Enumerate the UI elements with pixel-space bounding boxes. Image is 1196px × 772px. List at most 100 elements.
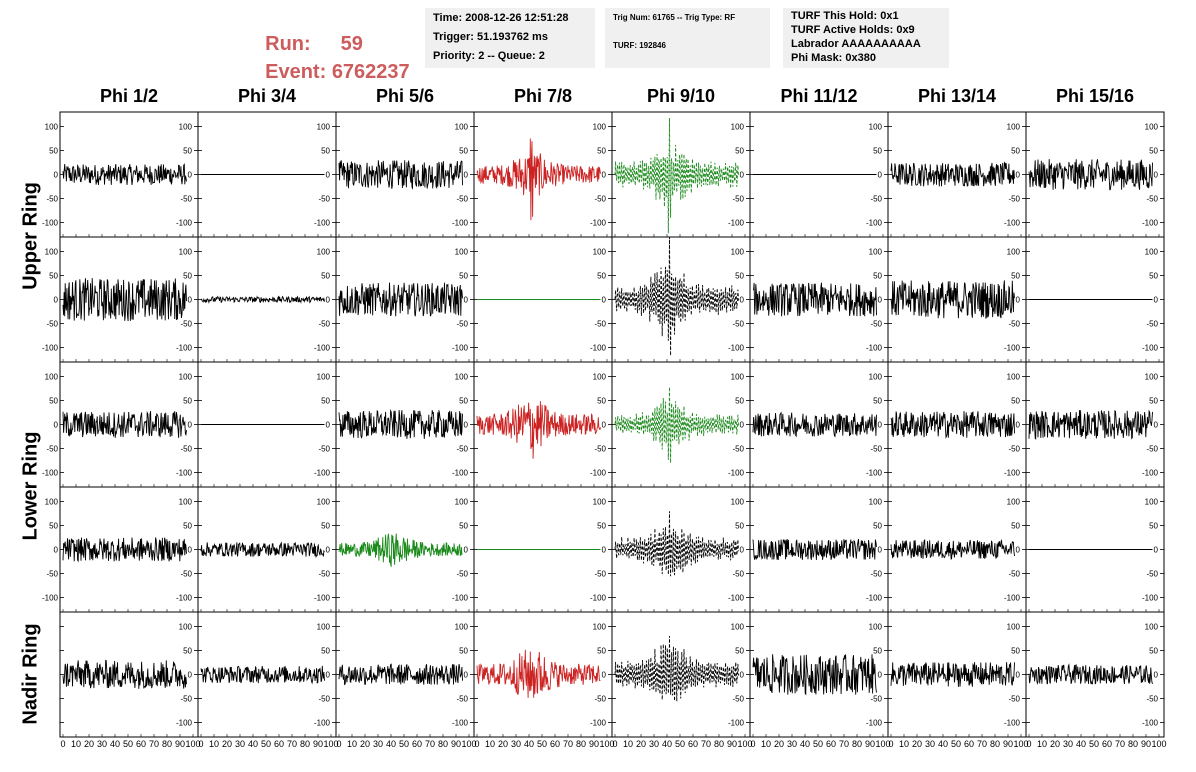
xtick-label-c3-100: 100 bbox=[599, 739, 614, 749]
waveform-trace-r4-c7 bbox=[1028, 663, 1153, 686]
ytick-label-r2-c0--50: -50 bbox=[180, 445, 192, 454]
ytick-label-r4-c1-50: 50 bbox=[321, 646, 330, 655]
ytick-label-r3-c3--50: -50 bbox=[594, 570, 606, 579]
xtick-label-c2-50: 50 bbox=[399, 739, 409, 749]
waveform-trace-r1-c6 bbox=[890, 280, 1015, 319]
ytick-label-r0-c6--100: -100 bbox=[1004, 219, 1021, 228]
xtick-label-c1-80: 80 bbox=[300, 739, 310, 749]
ytick-label-r0-c2-50: 50 bbox=[459, 146, 468, 155]
ytick-label-r4-c1--50: -50 bbox=[318, 695, 330, 704]
ytick-label-r1-c7-100: 100 bbox=[1145, 247, 1159, 256]
xtick-label-c4-40: 40 bbox=[662, 739, 672, 749]
ytick-label-r4-c0--100: -100 bbox=[176, 719, 193, 728]
ytick-label-r2-c7-50: 50 bbox=[1149, 396, 1158, 405]
run-label: Run: 59 bbox=[254, 10, 363, 56]
ytick-label-r0-c2-100: 100 bbox=[455, 122, 469, 131]
xtick-label-c4-50: 50 bbox=[675, 739, 685, 749]
ytick-label-r3-c6-100: 100 bbox=[1007, 497, 1021, 506]
event-label: Event: 6762237 bbox=[254, 38, 410, 84]
xtick-label-c3-50: 50 bbox=[537, 739, 547, 749]
ytick-label-left-r0-100: 100 bbox=[45, 122, 59, 131]
ytick-label-r1-c0-100: 100 bbox=[179, 247, 193, 256]
ytick-label-r0-c6-100: 100 bbox=[1007, 122, 1021, 131]
waveform-trace-r2-c7 bbox=[1028, 409, 1153, 440]
ytick-label-r4-c6--100: -100 bbox=[1004, 719, 1021, 728]
ytick-label-r0-c7--50: -50 bbox=[1146, 195, 1158, 204]
waveform-trace-r4-c0 bbox=[62, 659, 187, 689]
xtick-label-c0-10: 10 bbox=[71, 739, 81, 749]
ytick-label-r2-c1-0: 0 bbox=[326, 421, 331, 430]
ytick-label-r2-c7--50: -50 bbox=[1146, 445, 1158, 454]
waveform-trace-r3-c2 bbox=[338, 533, 463, 567]
ytick-label-r1-c5-50: 50 bbox=[873, 271, 882, 280]
waveform-trace-r4-c3 bbox=[476, 649, 601, 698]
xtick-label-c4-10: 10 bbox=[623, 739, 633, 749]
ytick-label-r4-c3-0: 0 bbox=[602, 671, 607, 680]
ytick-label-r2-c2-100: 100 bbox=[455, 372, 469, 381]
xtick-label-c0-0: 0 bbox=[60, 739, 65, 749]
ytick-label-r2-c1-50: 50 bbox=[321, 396, 330, 405]
xtick-label-c0-60: 60 bbox=[136, 739, 146, 749]
xtick-label-c7-10: 10 bbox=[1037, 739, 1047, 749]
ytick-label-r3-c7-0: 0 bbox=[1154, 546, 1159, 555]
ytick-label-r2-c5--100: -100 bbox=[866, 469, 883, 478]
xtick-label-c7-0: 0 bbox=[1026, 739, 1031, 749]
ytick-label-r0-c7-100: 100 bbox=[1145, 122, 1159, 131]
turf-active-holds: TURF Active Holds: 0x9 bbox=[791, 24, 915, 36]
xtick-label-c0-70: 70 bbox=[149, 739, 159, 749]
ytick-label-r3-c5--100: -100 bbox=[866, 594, 883, 603]
trig-num: Trig Num: 61765 -- Trig Type: RF bbox=[613, 13, 736, 22]
ytick-label-r1-c6--50: -50 bbox=[1008, 320, 1020, 329]
ytick-label-r3-c6--100: -100 bbox=[1004, 594, 1021, 603]
ytick-label-r4-c1-0: 0 bbox=[326, 671, 331, 680]
ytick-label-r4-c6-0: 0 bbox=[1016, 671, 1021, 680]
waveform-trace-r0-c7 bbox=[1028, 159, 1153, 191]
ytick-label-r3-c1--50: -50 bbox=[318, 570, 330, 579]
ytick-label-r4-c7--50: -50 bbox=[1146, 695, 1158, 704]
xtick-label-c0-50: 50 bbox=[123, 739, 133, 749]
xtick-label-c2-30: 30 bbox=[373, 739, 383, 749]
priority-queue: Priority: 2 -- Queue: 2 bbox=[433, 50, 545, 62]
ytick-label-r3-c4-0: 0 bbox=[740, 546, 745, 555]
ytick-label-r4-c7-50: 50 bbox=[1149, 646, 1158, 655]
xtick-label-c1-10: 10 bbox=[209, 739, 219, 749]
ytick-label-r3-c2--100: -100 bbox=[452, 594, 469, 603]
ytick-label-r2-c7-100: 100 bbox=[1145, 372, 1159, 381]
ytick-label-r0-c0-0: 0 bbox=[188, 171, 193, 180]
ytick-label-r0-c4--100: -100 bbox=[728, 219, 745, 228]
xtick-label-c7-30: 30 bbox=[1063, 739, 1073, 749]
ytick-label-r0-c0--100: -100 bbox=[176, 219, 193, 228]
ytick-label-r0-c7-0: 0 bbox=[1154, 171, 1159, 180]
ytick-label-r1-c3--50: -50 bbox=[594, 320, 606, 329]
ytick-label-left-r3-100: 100 bbox=[45, 497, 59, 506]
ytick-label-r1-c6--100: -100 bbox=[1004, 344, 1021, 353]
xtick-label-c7-60: 60 bbox=[1102, 739, 1112, 749]
ytick-label-r0-c1-100: 100 bbox=[317, 122, 331, 131]
time-info-box: Time: 2008-12-26 12:51:28 Trigger: 51.19… bbox=[425, 8, 595, 68]
waveform-trace-r3-c0 bbox=[62, 537, 187, 563]
waveform-trace-r2-c4 bbox=[614, 386, 739, 464]
ytick-label-r2-c3-0: 0 bbox=[602, 421, 607, 430]
ytick-label-left-r2--100: -100 bbox=[42, 469, 59, 478]
ytick-label-r2-c2-50: 50 bbox=[459, 396, 468, 405]
xtick-label-c7-40: 40 bbox=[1076, 739, 1086, 749]
ytick-label-r0-c6-50: 50 bbox=[1011, 146, 1020, 155]
ytick-label-r2-c6-50: 50 bbox=[1011, 396, 1020, 405]
ytick-label-r3-c6-50: 50 bbox=[1011, 521, 1020, 530]
ytick-label-r4-c3--100: -100 bbox=[590, 719, 607, 728]
column-header-phi-5-6: Phi 5/6 bbox=[375, 86, 435, 106]
waveform-trace-r4-c5 bbox=[752, 654, 877, 696]
xtick-label-c4-60: 60 bbox=[688, 739, 698, 749]
ytick-label-r3-c2-50: 50 bbox=[459, 521, 468, 530]
waveform-trace-r1-c4 bbox=[614, 237, 739, 356]
ytick-label-r1-c1--50: -50 bbox=[318, 320, 330, 329]
ytick-label-r3-c0-100: 100 bbox=[179, 497, 193, 506]
xtick-label-c5-100: 100 bbox=[875, 739, 890, 749]
xtick-label-c0-80: 80 bbox=[162, 739, 172, 749]
ytick-label-r1-c2-50: 50 bbox=[459, 271, 468, 280]
ytick-label-r4-c4-100: 100 bbox=[731, 622, 745, 631]
ytick-label-r1-c7-50: 50 bbox=[1149, 271, 1158, 280]
ytick-label-r2-c6--50: -50 bbox=[1008, 445, 1020, 454]
ytick-label-r3-c4-50: 50 bbox=[735, 521, 744, 530]
ytick-label-r0-c2--100: -100 bbox=[452, 219, 469, 228]
